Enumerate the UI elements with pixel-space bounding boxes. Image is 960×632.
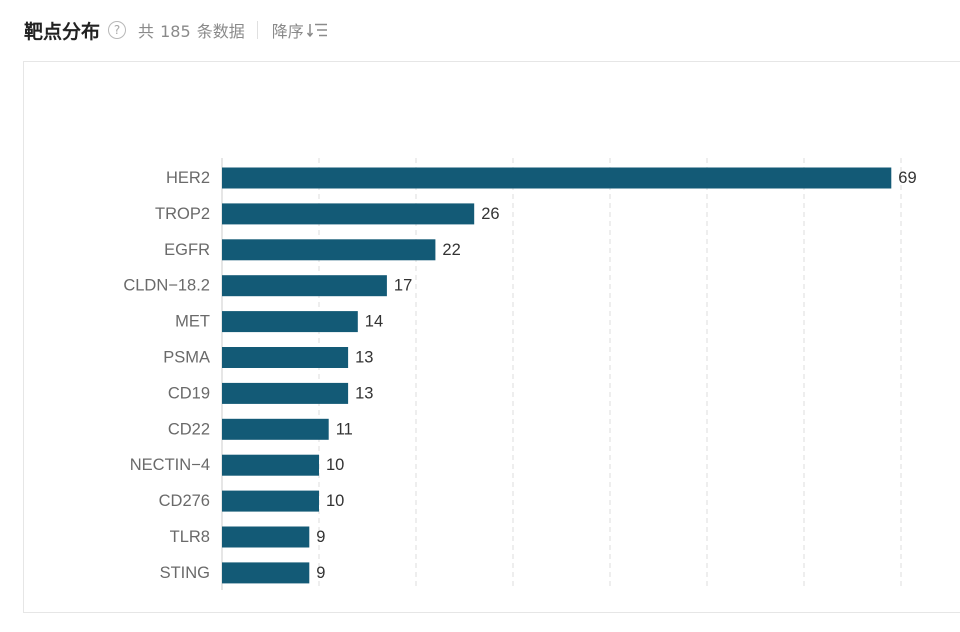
data-label: 22 (442, 241, 460, 259)
bar-3[interactable] (222, 275, 387, 297)
category-label: CLDN−18.2 (123, 277, 210, 295)
category-label: CD22 (168, 420, 210, 438)
data-label: 14 (365, 313, 383, 331)
category-label: CD19 (168, 384, 210, 402)
data-label: 9 (316, 528, 325, 546)
bar-0[interactable] (222, 167, 892, 189)
bars (222, 167, 892, 584)
bar-2[interactable] (222, 239, 436, 261)
data-label: 26 (481, 205, 499, 223)
header-divider (256, 21, 258, 39)
data-label: 10 (326, 456, 344, 474)
data-label: 10 (326, 492, 344, 510)
bar-10[interactable] (222, 526, 310, 548)
bar-7[interactable] (222, 418, 329, 440)
category-label: MET (175, 313, 210, 331)
bar-4[interactable] (222, 311, 358, 333)
chart-panel (23, 61, 960, 613)
sort-label: 降序 (271, 22, 304, 41)
category-label: TLR8 (170, 528, 210, 546)
chart-title: 靶点分布 (24, 20, 101, 43)
data-label: 11 (336, 420, 353, 438)
bar-11[interactable] (222, 562, 310, 584)
category-label: CD276 (159, 492, 210, 510)
sort-descending-icon (306, 23, 327, 38)
bar-6[interactable] (222, 382, 349, 404)
bar-1[interactable] (222, 203, 475, 225)
record-count: 共 185 条数据 (138, 22, 245, 41)
category-label: TROP2 (155, 205, 210, 223)
labels: HER2 69 TROP2 26 EGFR 22 CLDN−18.2 17 MET 14 PSMA 1… (123, 169, 916, 582)
category-label: STING (160, 564, 210, 582)
question-circle-icon[interactable]: ? (108, 21, 127, 39)
category-label: HER2 (166, 169, 210, 187)
category-label: NECTIN−4 (130, 456, 210, 474)
data-label: 9 (316, 564, 325, 582)
data-label: 13 (355, 349, 373, 367)
data-label: 69 (898, 169, 916, 187)
sort-button[interactable]: 降序 (272, 18, 329, 42)
bar-9[interactable] (222, 490, 319, 512)
data-label: 13 (355, 384, 373, 402)
data-label: 17 (394, 277, 412, 295)
bar-5[interactable] (222, 347, 349, 368)
category-label: EGFR (164, 241, 210, 259)
category-label: PSMA (163, 349, 210, 367)
bar-8[interactable] (222, 454, 319, 476)
chart-header: 靶点分布 ? 共 185 条数据 降序 (24, 14, 329, 46)
grid-lines (221, 158, 902, 590)
